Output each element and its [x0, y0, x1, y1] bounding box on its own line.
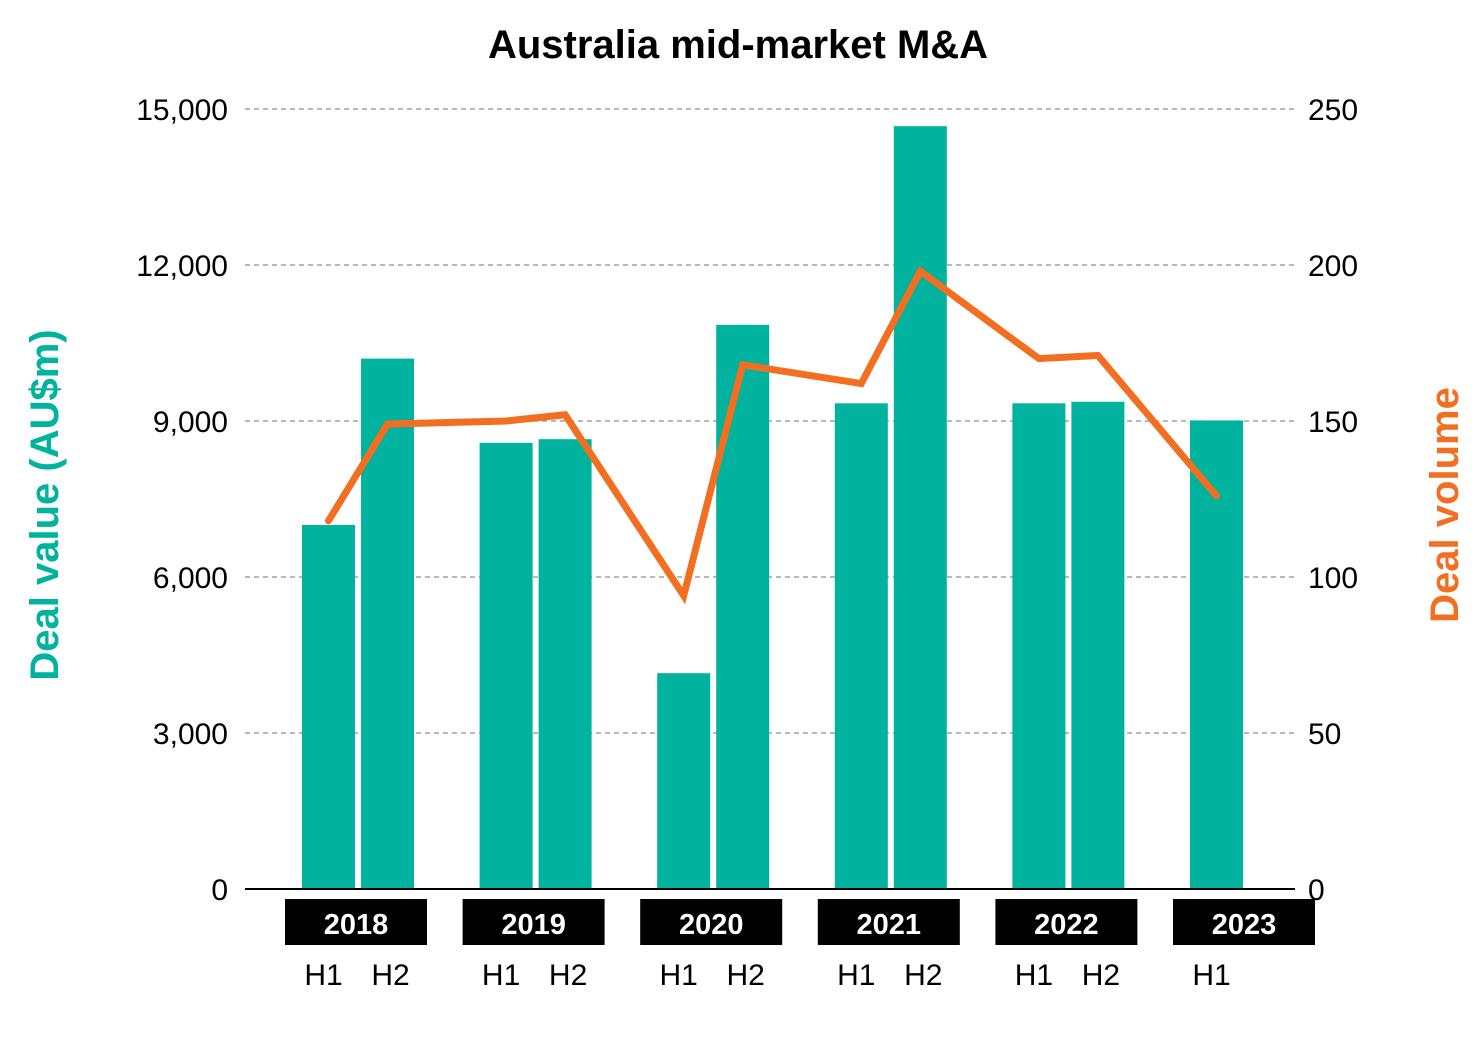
bar-2020-h1 — [657, 673, 711, 889]
half-label: H1 — [837, 959, 875, 992]
year-label: 2020 — [679, 909, 744, 941]
bar-2021-h2 — [893, 126, 947, 889]
deal-volume-line-group — [325, 266, 1220, 605]
bar-2021-h1 — [834, 403, 888, 889]
half-label: H2 — [1082, 959, 1120, 992]
year-label: 2019 — [501, 909, 566, 941]
half-label: H2 — [727, 959, 765, 992]
bar-2019-h2 — [538, 439, 592, 889]
year-label-box — [1173, 899, 1315, 945]
bar-2022-h1 — [1012, 403, 1066, 889]
year-label: 2021 — [857, 909, 922, 941]
half-label: H1 — [482, 959, 520, 992]
bar-2019-h1 — [479, 442, 533, 889]
y-tick-label-left: 12,000 — [136, 250, 228, 283]
y-tick-label-right: 50 — [1308, 718, 1341, 751]
bar-2022-h2 — [1071, 401, 1125, 889]
y-axis-left-label: Deal value (AU$m) — [23, 329, 67, 680]
chart-title: Australia mid-market M&A — [488, 23, 988, 67]
y-tick-label-left: 9,000 — [153, 406, 228, 439]
bars — [302, 126, 1243, 890]
year-label: 2018 — [324, 909, 389, 941]
half-label: H2 — [371, 959, 409, 992]
y-tick-label-left: 15,000 — [136, 94, 228, 127]
x-axis-labels: 2018 H1 H2 2019 H1 H2 2020 H1 H2 2021 H1 H2 2022 H1 H2… — [285, 899, 1315, 992]
year-label: 2023 — [1212, 909, 1277, 941]
y-tick-label-right: 150 — [1308, 406, 1358, 439]
half-label: H1 — [1192, 959, 1230, 992]
year-label-box — [462, 899, 605, 945]
half-label: H1 — [660, 959, 698, 992]
year-label-box — [640, 899, 783, 945]
year-label: 2022 — [1034, 909, 1099, 941]
half-label: H2 — [904, 959, 942, 992]
year-label-box — [995, 899, 1138, 945]
year-label-box — [285, 899, 427, 945]
y-tick-label-right: 0 — [1308, 874, 1325, 907]
y-axis-right-label: Deal volume — [1423, 387, 1467, 623]
half-label: H1 — [304, 959, 342, 992]
y-tick-label-right: 250 — [1308, 94, 1358, 127]
bar-2018-h2 — [361, 358, 414, 890]
year-label-box — [817, 899, 960, 945]
y-axis-right-ticks: 0 50 100 150 200 250 — [1308, 94, 1358, 907]
y-tick-label-right: 200 — [1308, 250, 1358, 283]
y-tick-label-right: 100 — [1308, 562, 1358, 595]
y-tick-label-left: 6,000 — [153, 562, 228, 595]
bar-2020-h2 — [716, 324, 770, 889]
y-axis-left-ticks: 0 3,000 6,000 9,000 12,000 15,000 — [136, 94, 228, 907]
half-label: H1 — [1015, 959, 1053, 992]
y-tick-label-left: 3,000 — [153, 718, 228, 751]
half-label: H2 — [549, 959, 587, 992]
bar-2018-h1 — [302, 525, 355, 889]
y-tick-label-left: 0 — [211, 874, 228, 907]
